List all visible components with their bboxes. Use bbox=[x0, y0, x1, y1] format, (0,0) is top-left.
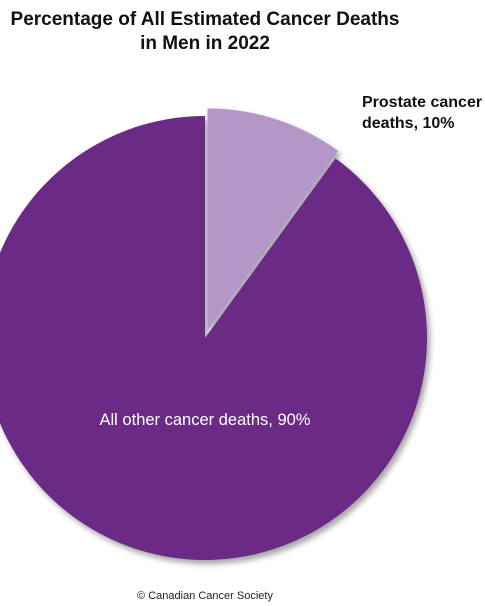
pie-slice-label-1: All other cancer deaths, 90% bbox=[100, 411, 311, 429]
copyright-credit: © Canadian Cancer Society bbox=[137, 590, 273, 602]
pie-slice-label-0-line-0: Prostate cancer bbox=[362, 94, 482, 111]
pie-slices bbox=[0, 108, 427, 560]
chart-title-line-1: Percentage of All Estimated Cancer Death… bbox=[10, 9, 400, 30]
pie-slice-0 bbox=[207, 108, 338, 331]
pie-slice-1 bbox=[0, 116, 427, 560]
pie-slice-label-0-line-1: deaths, 10% bbox=[362, 115, 454, 132]
chart-title: Percentage of All Estimated Cancer Death… bbox=[0, 8, 410, 56]
pie-labels: Prostate cancer deaths, 10% All other canc… bbox=[100, 94, 483, 429]
pie-slice-label-1-line-0: All other cancer deaths, 90% bbox=[100, 411, 311, 429]
pie-slice-label-0: Prostate cancer deaths, 10% bbox=[362, 94, 482, 132]
chart-title-line-2: in Men in 2022 bbox=[140, 33, 270, 54]
